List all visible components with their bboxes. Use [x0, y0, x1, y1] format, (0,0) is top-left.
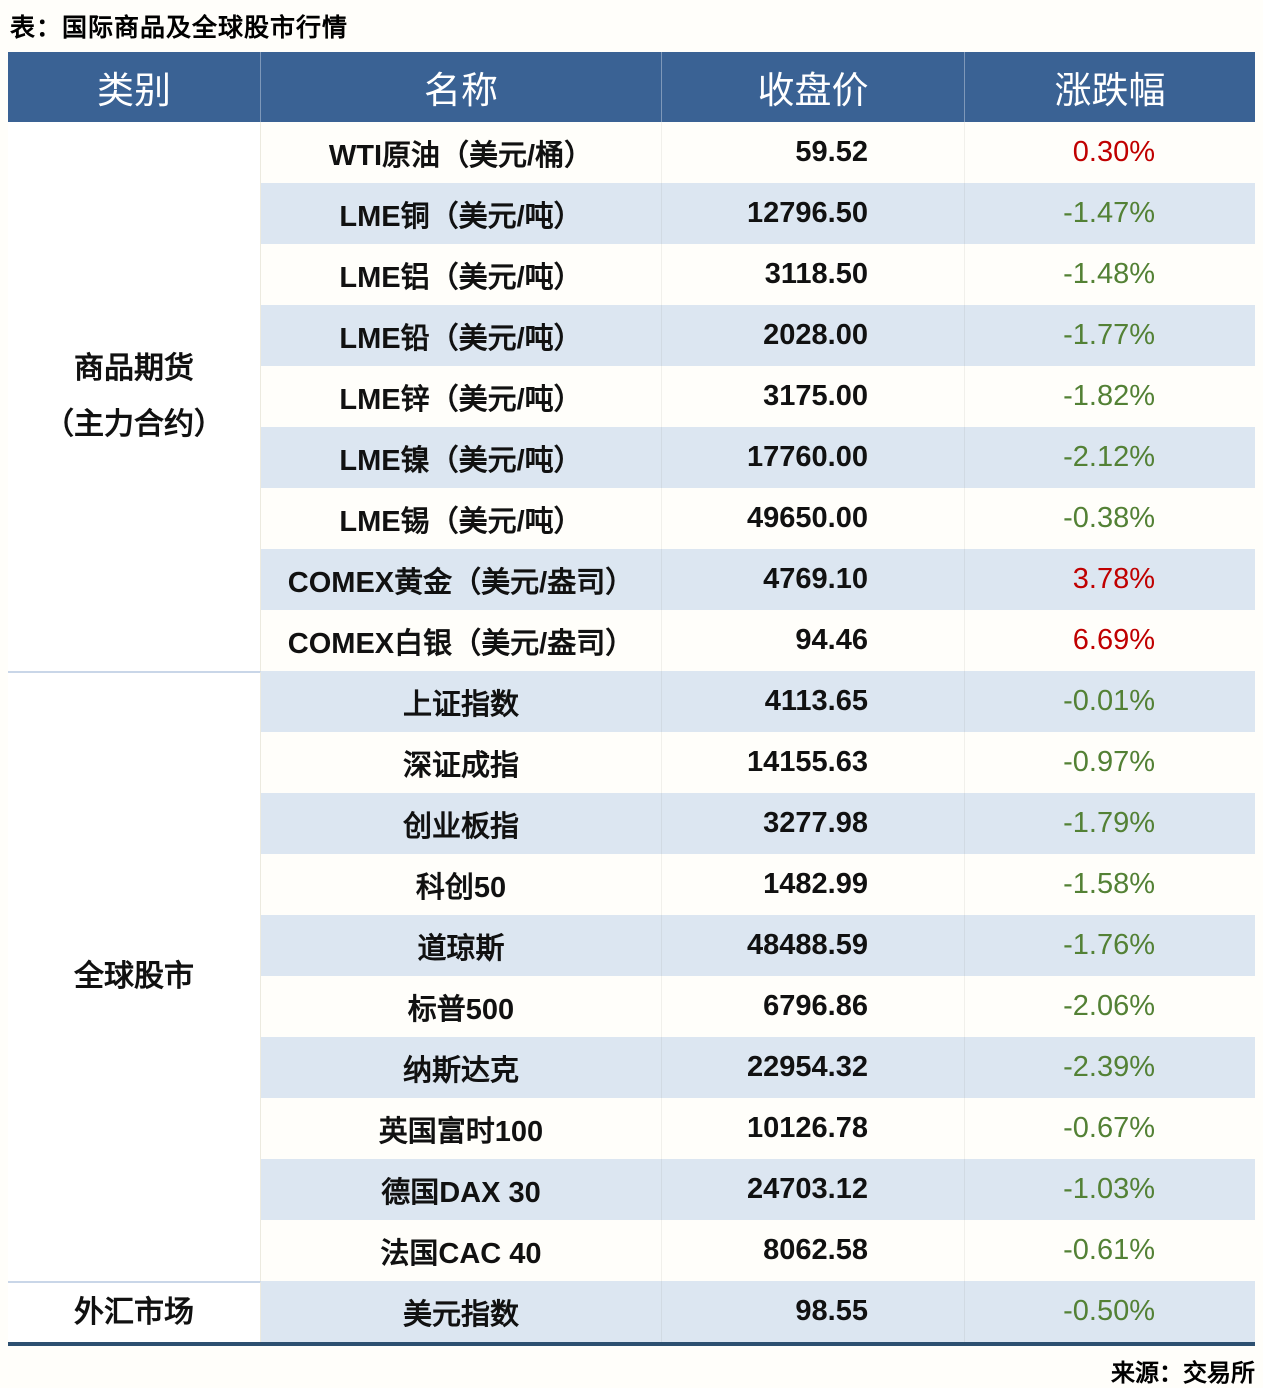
change-cell: -0.97% [1063, 746, 1155, 778]
table-row: LME锌（美元/吨） 3175.00 -1.82% [261, 366, 1255, 427]
close-cell: 12796.50 [662, 183, 965, 244]
change-cell: -1.58% [1063, 868, 1155, 900]
close-cell: 4113.65 [662, 671, 965, 732]
table-row: LME镍（美元/吨） 17760.00 -2.12% [261, 427, 1255, 488]
change-cell: -0.01% [1063, 685, 1155, 717]
header-cell-name: 名称 [261, 52, 662, 122]
table-row: 英国富时100 10126.78 -0.67% [261, 1098, 1255, 1159]
header-cell-category: 类别 [8, 52, 261, 122]
close-cell: 59.52 [662, 122, 965, 183]
table-row: LME锡（美元/吨） 49650.00 -0.38% [261, 488, 1255, 549]
change-cell: -2.39% [1063, 1051, 1155, 1083]
table-row: 上证指数 4113.65 -0.01% [261, 671, 1255, 732]
change-cell: -0.61% [1063, 1234, 1155, 1266]
change-cell: -0.38% [1063, 502, 1155, 534]
change-cell: 0.30% [1072, 136, 1155, 168]
table-row: COMEX黄金（美元/盎司） 4769.10 3.78% [261, 549, 1255, 610]
change-cell: -2.06% [1063, 990, 1155, 1022]
table-row: LME铝（美元/吨） 3118.50 -1.48% [261, 244, 1255, 305]
change-cell: -0.50% [1063, 1295, 1155, 1327]
close-cell: 1482.99 [662, 854, 965, 915]
category-cell-fx: 外汇市场 [8, 1281, 261, 1342]
name-cell: LME锡（美元/吨） [261, 488, 662, 549]
name-cell: LME铅（美元/吨） [261, 305, 662, 366]
category-cell-stocks: 全球股市 [8, 671, 261, 1281]
close-cell: 4769.10 [662, 549, 965, 610]
change-cell: -1.48% [1063, 258, 1155, 290]
name-cell: 纳斯达克 [261, 1037, 662, 1098]
close-cell: 94.46 [662, 610, 965, 671]
change-cell: -1.77% [1063, 319, 1155, 351]
name-cell: 德国DAX 30 [261, 1159, 662, 1220]
name-cell: 深证成指 [261, 732, 662, 793]
table-row: 法国CAC 40 8062.58 -0.61% [261, 1220, 1255, 1281]
source-note: 来源：交易所 [1111, 1360, 1255, 1387]
close-cell: 22954.32 [662, 1037, 965, 1098]
close-cell: 48488.59 [662, 915, 965, 976]
table-row: 科创50 1482.99 -1.58% [261, 854, 1255, 915]
change-cell: -1.47% [1063, 197, 1155, 229]
name-cell: 美元指数 [261, 1281, 662, 1342]
name-cell: LME锌（美元/吨） [261, 366, 662, 427]
table-row: 深证成指 14155.63 -0.97% [261, 732, 1255, 793]
name-cell: 标普500 [261, 976, 662, 1037]
close-cell: 14155.63 [662, 732, 965, 793]
table-row: WTI原油（美元/桶） 59.52 0.30% [261, 122, 1255, 183]
close-cell: 3118.50 [662, 244, 965, 305]
close-cell: 8062.58 [662, 1220, 965, 1281]
category-column: 商品期货 （主力合约） 全球股市 外汇市场 [8, 122, 261, 1342]
change-cell: -0.67% [1063, 1112, 1155, 1144]
category-label-line2: （主力合约） [44, 407, 224, 441]
name-cell: 创业板指 [261, 793, 662, 854]
category-label: 外汇市场 [74, 1295, 194, 1329]
close-cell: 24703.12 [662, 1159, 965, 1220]
close-cell: 10126.78 [662, 1098, 965, 1159]
close-cell: 17760.00 [662, 427, 965, 488]
close-cell: 3277.98 [662, 793, 965, 854]
category-label: 全球股市 [74, 960, 194, 994]
close-cell: 98.55 [662, 1281, 965, 1342]
table-row: 创业板指 3277.98 -1.79% [261, 793, 1255, 854]
table-row: 道琼斯 48488.59 -1.76% [261, 915, 1255, 976]
change-cell: -1.76% [1063, 929, 1155, 961]
name-cell: 科创50 [261, 854, 662, 915]
name-cell: 法国CAC 40 [261, 1220, 662, 1281]
category-label-line1: 商品期货 [74, 352, 194, 385]
rows-container: WTI原油（美元/桶） 59.52 0.30% LME铜（美元/吨） 12796… [261, 122, 1255, 1342]
name-cell: 道琼斯 [261, 915, 662, 976]
category-cell-commodity: 商品期货 （主力合约） [8, 122, 261, 671]
close-cell: 6796.86 [662, 976, 965, 1037]
header-cell-close: 收盘价 [662, 52, 965, 122]
change-cell: -1.82% [1063, 380, 1155, 412]
page-title: 表：国际商品及全球股市行情 [10, 14, 349, 42]
name-cell: LME镍（美元/吨） [261, 427, 662, 488]
header-cell-change: 涨跌幅 [1054, 71, 1166, 112]
table-row: 德国DAX 30 24703.12 -1.03% [261, 1159, 1255, 1220]
table-header: 类别 名称 收盘价 涨跌幅 [8, 52, 1255, 122]
table-row: 标普500 6796.86 -2.06% [261, 976, 1255, 1037]
close-cell: 2028.00 [662, 305, 965, 366]
name-cell: COMEX白银（美元/盎司） [261, 610, 662, 671]
table-row: 美元指数 98.55 -0.50% [261, 1281, 1255, 1342]
close-cell: 49650.00 [662, 488, 965, 549]
change-cell: 3.78% [1072, 563, 1155, 595]
name-cell: LME铝（美元/吨） [261, 244, 662, 305]
name-cell: 上证指数 [261, 671, 662, 732]
name-cell: LME铜（美元/吨） [261, 183, 662, 244]
table-row: 纳斯达克 22954.32 -2.39% [261, 1037, 1255, 1098]
market-table: 类别 名称 收盘价 涨跌幅 商品期货 （主力合约） 全球股市 外汇市场 WTI原… [8, 52, 1255, 1346]
change-cell: -1.79% [1063, 807, 1155, 839]
table-row: COMEX白银（美元/盎司） 94.46 6.69% [261, 610, 1255, 671]
table-body: 商品期货 （主力合约） 全球股市 外汇市场 WTI原油（美元/桶） 59.52 … [8, 122, 1255, 1342]
change-cell: -2.12% [1063, 441, 1155, 473]
name-cell: 英国富时100 [261, 1098, 662, 1159]
name-cell: COMEX黄金（美元/盎司） [261, 549, 662, 610]
table-row: LME铅（美元/吨） 2028.00 -1.77% [261, 305, 1255, 366]
change-cell: -1.03% [1063, 1173, 1155, 1205]
change-cell: 6.69% [1072, 624, 1155, 656]
table-row: LME铜（美元/吨） 12796.50 -1.47% [261, 183, 1255, 244]
name-cell: WTI原油（美元/桶） [261, 122, 662, 183]
close-cell: 3175.00 [662, 366, 965, 427]
